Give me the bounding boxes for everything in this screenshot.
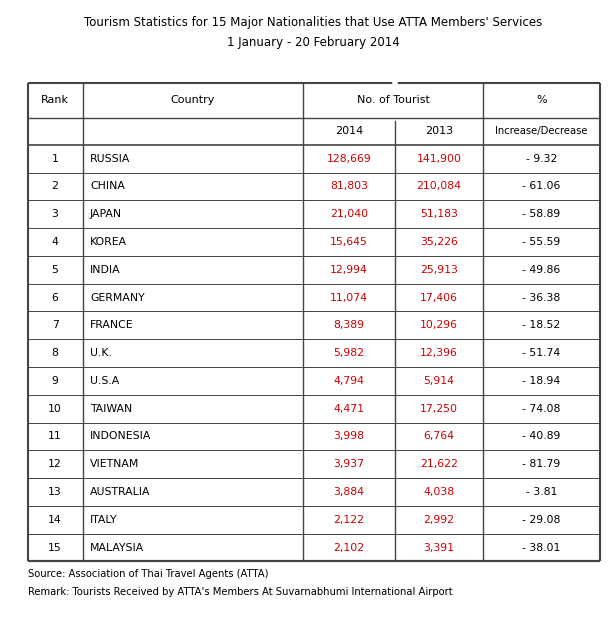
- Text: 13: 13: [48, 487, 62, 497]
- Text: 2013: 2013: [425, 126, 453, 137]
- Text: 128,669: 128,669: [326, 154, 371, 164]
- Text: 5: 5: [51, 265, 59, 275]
- Text: - 3.81: - 3.81: [526, 487, 558, 497]
- Text: AUSTRALIA: AUSTRALIA: [90, 487, 151, 497]
- Text: 1 January - 20 February 2014: 1 January - 20 February 2014: [227, 36, 400, 49]
- Text: MALAYSIA: MALAYSIA: [90, 542, 144, 553]
- Text: - 49.86: - 49.86: [523, 265, 561, 275]
- Text: %: %: [536, 96, 547, 105]
- Text: 3,998: 3,998: [334, 431, 364, 441]
- Text: - 58.89: - 58.89: [523, 209, 561, 219]
- Text: FRANCE: FRANCE: [90, 320, 133, 330]
- Text: Source: Association of Thai Travel Agents (ATTA): Source: Association of Thai Travel Agent…: [28, 569, 268, 579]
- Text: Rank: Rank: [41, 96, 69, 105]
- Text: 21,622: 21,622: [420, 459, 458, 469]
- Text: 15,645: 15,645: [330, 237, 368, 247]
- Text: 3,937: 3,937: [334, 459, 364, 469]
- Text: 12,994: 12,994: [330, 265, 368, 275]
- Text: 4,794: 4,794: [334, 376, 364, 386]
- Text: 12: 12: [48, 459, 62, 469]
- Text: 6: 6: [51, 293, 59, 302]
- Text: 3: 3: [51, 209, 59, 219]
- Text: - 55.59: - 55.59: [523, 237, 561, 247]
- Text: 210,084: 210,084: [417, 181, 461, 191]
- Text: 3,391: 3,391: [424, 542, 455, 553]
- Text: 2: 2: [51, 181, 59, 191]
- Text: 21,040: 21,040: [330, 209, 368, 219]
- Text: Remark: Tourists Received by ATTA's Members At Suvarnabhumi International Airpor: Remark: Tourists Received by ATTA's Memb…: [28, 587, 452, 597]
- Text: KOREA: KOREA: [90, 237, 127, 247]
- Text: 17,406: 17,406: [420, 293, 458, 302]
- Text: U.K.: U.K.: [90, 348, 112, 358]
- Text: 81,803: 81,803: [330, 181, 368, 191]
- Text: - 29.08: - 29.08: [523, 515, 561, 525]
- Text: - 81.79: - 81.79: [523, 459, 561, 469]
- Text: 141,900: 141,900: [417, 154, 461, 164]
- Text: 5,914: 5,914: [424, 376, 455, 386]
- Text: CHINA: CHINA: [90, 181, 125, 191]
- Text: 2,992: 2,992: [424, 515, 455, 525]
- Text: Tourism Statistics for 15 Major Nationalities that Use ATTA Members' Services: Tourism Statistics for 15 Major National…: [84, 16, 542, 29]
- Text: No. of Tourist: No. of Tourist: [357, 96, 430, 105]
- Text: 1: 1: [51, 154, 59, 164]
- Text: 6,764: 6,764: [424, 431, 455, 441]
- Text: 2,102: 2,102: [334, 542, 364, 553]
- Text: 4,471: 4,471: [334, 404, 364, 413]
- Text: 17,250: 17,250: [420, 404, 458, 413]
- Text: U.S.A: U.S.A: [90, 376, 119, 386]
- Text: - 40.89: - 40.89: [523, 431, 561, 441]
- Text: - 36.38: - 36.38: [523, 293, 561, 302]
- Text: 8: 8: [51, 348, 59, 358]
- Text: TAIWAN: TAIWAN: [90, 404, 132, 413]
- Text: 3,884: 3,884: [334, 487, 364, 497]
- Text: VIETNAM: VIETNAM: [90, 459, 140, 469]
- Text: 12,396: 12,396: [420, 348, 458, 358]
- Text: 51,183: 51,183: [420, 209, 458, 219]
- Text: 35,226: 35,226: [420, 237, 458, 247]
- Text: - 61.06: - 61.06: [523, 181, 561, 191]
- Text: 11: 11: [48, 431, 62, 441]
- Text: 4: 4: [51, 237, 59, 247]
- Text: 25,913: 25,913: [420, 265, 458, 275]
- Text: 2014: 2014: [335, 126, 363, 137]
- Text: - 18.94: - 18.94: [523, 376, 561, 386]
- Text: 10,296: 10,296: [420, 320, 458, 330]
- Text: GERMANY: GERMANY: [90, 293, 144, 302]
- Text: 9: 9: [51, 376, 59, 386]
- Text: 14: 14: [48, 515, 62, 525]
- Text: 11,074: 11,074: [330, 293, 368, 302]
- Text: Country: Country: [171, 96, 215, 105]
- Text: - 9.32: - 9.32: [526, 154, 558, 164]
- Text: 8,389: 8,389: [334, 320, 364, 330]
- Text: INDIA: INDIA: [90, 265, 121, 275]
- Text: 5,982: 5,982: [334, 348, 364, 358]
- Text: ITALY: ITALY: [90, 515, 118, 525]
- Text: JAPAN: JAPAN: [90, 209, 122, 219]
- Text: 10: 10: [48, 404, 62, 413]
- Text: - 18.52: - 18.52: [523, 320, 561, 330]
- Text: - 74.08: - 74.08: [523, 404, 561, 413]
- Text: - 38.01: - 38.01: [523, 542, 561, 553]
- Text: Increase/Decrease: Increase/Decrease: [495, 126, 588, 137]
- Text: 15: 15: [48, 542, 62, 553]
- Text: 2,122: 2,122: [334, 515, 364, 525]
- Text: 4,038: 4,038: [424, 487, 455, 497]
- Text: 7: 7: [51, 320, 59, 330]
- Text: - 51.74: - 51.74: [523, 348, 561, 358]
- Text: INDONESIA: INDONESIA: [90, 431, 151, 441]
- Text: RUSSIA: RUSSIA: [90, 154, 130, 164]
